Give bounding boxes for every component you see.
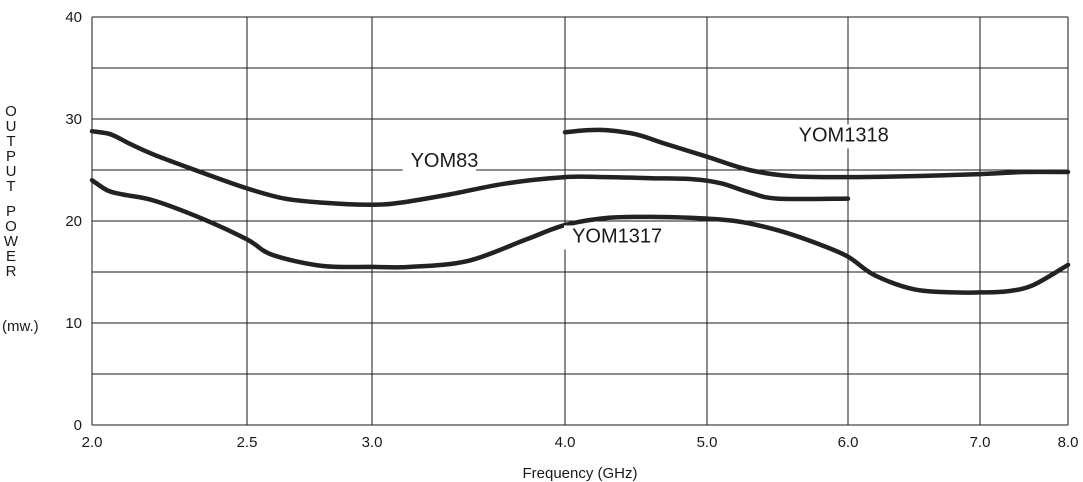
y-tick-label: 40 xyxy=(65,9,82,26)
y-axis-title-letter: P xyxy=(6,203,16,220)
y-tick-label: 30 xyxy=(65,111,82,128)
series-label-background xyxy=(790,124,888,149)
series-label-yom83: YOM83 xyxy=(411,150,479,172)
y-axis-title-letter: W xyxy=(4,233,19,250)
series-label-yom1318: YOM1318 xyxy=(799,124,889,146)
y-axis-title-letter: U xyxy=(6,118,17,135)
y-axis-title-letter: U xyxy=(6,163,17,180)
y-tick-label: 10 xyxy=(65,315,82,332)
y-axis-title-letter: E xyxy=(6,248,16,265)
series-labels: YOM83 YOM1317 YOM1318 xyxy=(402,124,889,250)
y-axis-title-letter: P xyxy=(6,148,16,165)
x-tick-label: 4.0 xyxy=(555,434,576,451)
y-axis-ticks: 0 10 20 30 40 xyxy=(65,9,82,434)
x-tick-label: 3.0 xyxy=(362,434,383,451)
y-axis-title-letter: O xyxy=(5,103,17,120)
series-line-yom1317 xyxy=(89,177,1071,295)
y-axis-title-letter: T xyxy=(6,178,15,195)
y-axis-title-letter: O xyxy=(5,218,17,235)
y-tick-label: 0 xyxy=(74,417,82,434)
y-axis-title-letter: T xyxy=(6,133,15,150)
series-line-yom83 xyxy=(89,128,851,207)
x-tick-label: 6.0 xyxy=(838,434,859,451)
series-label-background xyxy=(564,225,661,250)
series-label-background xyxy=(402,149,477,174)
series-line-yom1318 xyxy=(562,127,1071,180)
series-label-yom1317: YOM1317 xyxy=(572,225,662,247)
series-lines xyxy=(89,127,1071,295)
x-tick-label: 2.0 xyxy=(82,434,103,451)
x-tick-label: 2.5 xyxy=(237,434,258,451)
y-axis-unit: (mw.) xyxy=(2,318,39,335)
x-axis-ticks: 2.0 2.5 3.0 4.0 5.0 6.0 7.0 8.0 xyxy=(82,434,1079,451)
x-tick-label: 5.0 xyxy=(697,434,718,451)
x-tick-label: 7.0 xyxy=(970,434,991,451)
y-axis-title-letter: R xyxy=(6,263,17,280)
x-axis-title: Frequency (GHz) xyxy=(522,465,637,482)
x-tick-label: 8.0 xyxy=(1058,434,1079,451)
y-tick-label: 20 xyxy=(65,213,82,230)
